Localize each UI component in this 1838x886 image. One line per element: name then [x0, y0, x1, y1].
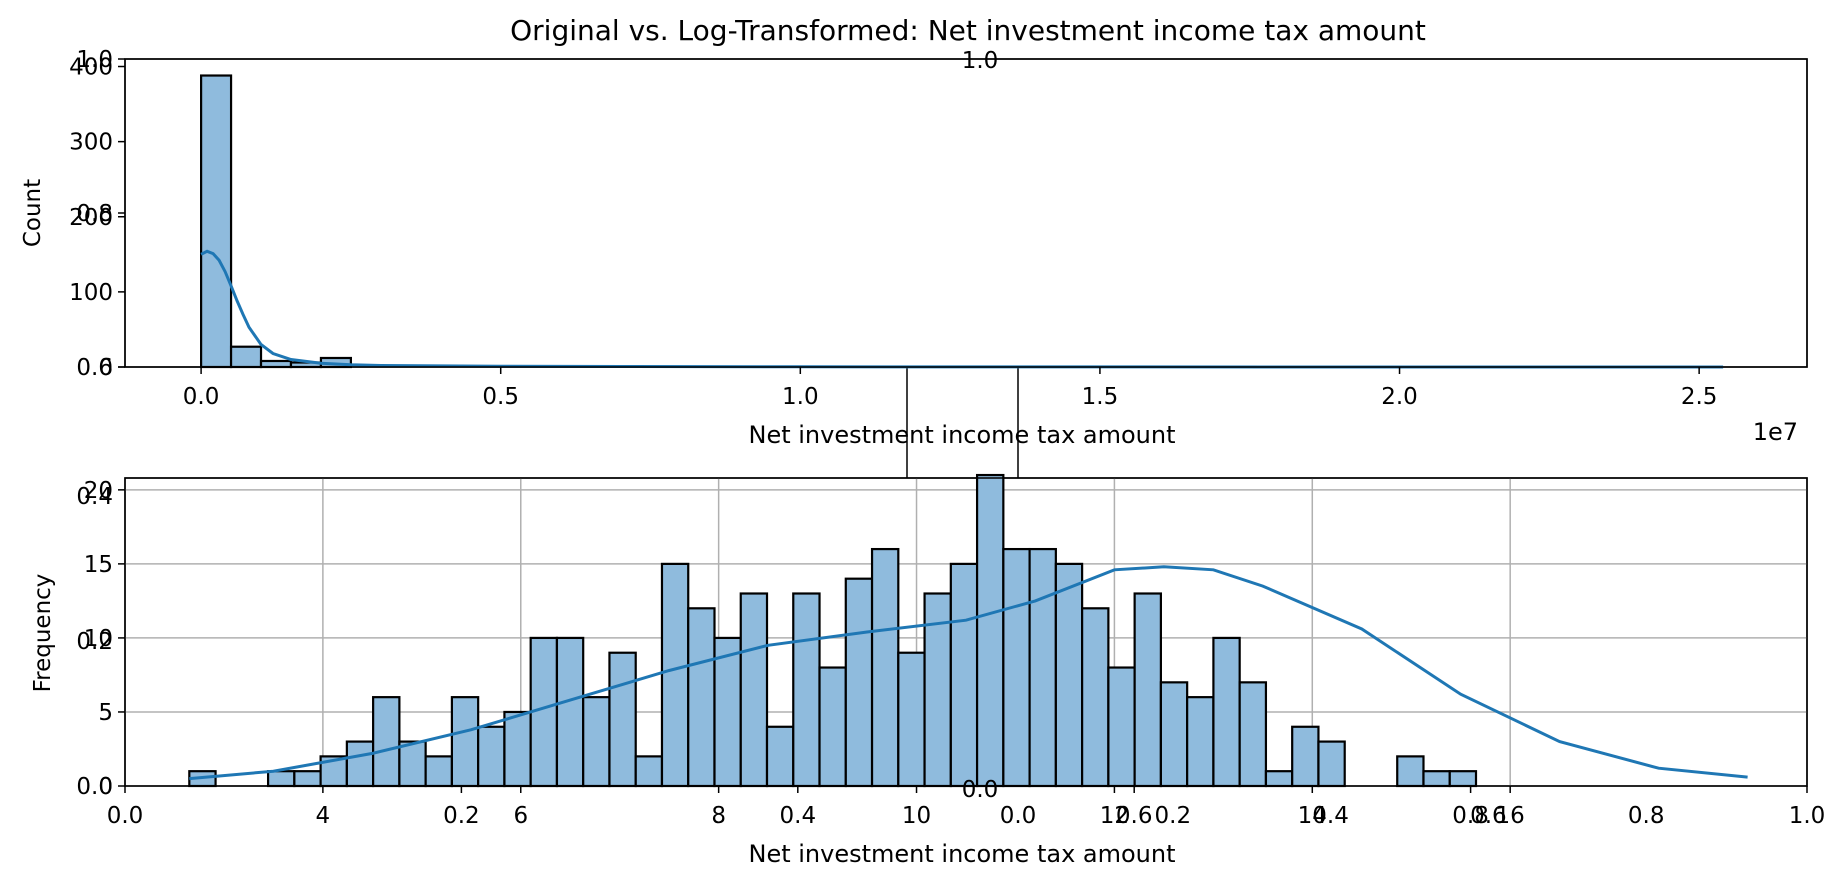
log-bar [1056, 564, 1082, 786]
overlay-top-y-tick-label: 0.6 [76, 355, 113, 381]
log-bar [1213, 638, 1239, 786]
log-bar [1266, 771, 1292, 786]
log-bar [294, 771, 320, 786]
original-x-tick-label: 0.5 [482, 384, 519, 410]
log-y-tick-label: 15 [84, 552, 113, 578]
original-x-offset-label: 1e7 [1753, 418, 1798, 446]
log-x-label: Net investment income tax amount [749, 840, 1176, 868]
original-x-tick-label: 1.5 [1082, 384, 1119, 410]
log-bar [426, 756, 452, 786]
log-bar [977, 475, 1003, 786]
log-transformed-histogram: 0 5 10 15 20 4 6 8 10 12 14 16 Frequency Net inves… [30, 475, 1807, 868]
overlay-top-x-tick-label: 1.0 [962, 48, 999, 74]
log-bar [1240, 682, 1266, 786]
log-bar [1423, 771, 1449, 786]
log-bar [1397, 756, 1423, 786]
log-bar [898, 653, 924, 786]
overlay-bottom-x-tick-label: 0.6 [1116, 803, 1153, 829]
overlay-bottom-y-tick-label: 0.4 [76, 484, 113, 510]
original-bar [231, 347, 261, 367]
log-bar [452, 697, 478, 786]
figure-title: Original vs. Log-Transformed: Net invest… [510, 14, 1426, 47]
original-x-tick-label: 2.5 [1681, 384, 1718, 410]
overlay-bottom-y-tick-label: 0.2 [76, 629, 113, 655]
log-bar [268, 771, 294, 786]
log-bar [1082, 608, 1108, 786]
log-bar [478, 727, 504, 786]
log-bar [609, 653, 635, 786]
original-kde-line [201, 251, 1723, 367]
log-bar [793, 594, 819, 787]
log-bar [1108, 668, 1134, 786]
original-y-tick-label: 100 [69, 280, 113, 306]
log-bar [1450, 771, 1476, 786]
overlay-bottom-x-tick-label: 0.2 [443, 803, 480, 829]
log-y-label: Frequency [30, 574, 56, 693]
log-x-tick-label: 6 [513, 803, 528, 829]
overlay-bottom-x-tick-label: 0.0 [107, 803, 144, 829]
log-bar [1135, 594, 1161, 787]
log-bar [662, 564, 688, 786]
log-bar [714, 638, 740, 786]
log-bar [347, 742, 373, 786]
original-x-tick-label: 1.0 [782, 384, 819, 410]
log-bar [767, 727, 793, 786]
log-bar [688, 608, 714, 786]
original-bar [201, 76, 231, 367]
original-x-tick-label: 2.0 [1381, 384, 1418, 410]
overlay-inner-x-tick-label: 0.4 [1312, 803, 1349, 829]
overlay-top-x-tick-label: 0.0 [962, 777, 999, 803]
original-y-tick-label: 300 [69, 130, 113, 156]
log-x-tick-label: 8 [711, 803, 726, 829]
log-bar [820, 668, 846, 786]
log-bar [399, 742, 425, 786]
overlay-inner-x-tick-label: 0.2 [1155, 803, 1192, 829]
log-bar [1187, 697, 1213, 786]
log-bar [583, 697, 609, 786]
original-bar [261, 361, 291, 367]
overlay-top-y-tick-label: 0.8 [76, 201, 113, 227]
log-bar [636, 756, 662, 786]
log-bar [1030, 549, 1056, 786]
original-x-tick-label: 0.0 [183, 384, 220, 410]
original-histogram: 0 100 200 300 400 0.0 0.5 1.0 1.5 2.0 2.5 Count N… [20, 55, 1807, 449]
original-x-label: Net investment income tax amount [749, 421, 1176, 449]
overlay-inner-x-tick-label: 0.8 [1628, 803, 1665, 829]
log-bar [1318, 742, 1344, 786]
overlay-bottom-x-tick-label: 1.0 [1789, 803, 1826, 829]
figure-canvas: Original vs. Log-Transformed: Net invest… [0, 0, 1838, 886]
original-axes-frame [125, 59, 1807, 367]
log-bar [557, 638, 583, 786]
log-x-tick-label: 4 [316, 803, 331, 829]
overlay-bottom-y-tick-label: 0.0 [76, 774, 113, 800]
overlay-inner-x-tick-label: 0.6 [1470, 803, 1507, 829]
log-bar [1292, 727, 1318, 786]
overlay-inner-x-tick-label: 0.0 [1000, 803, 1037, 829]
log-x-tick-label: 10 [902, 803, 931, 829]
overlay-top-y-tick-label: 1.0 [76, 47, 113, 73]
log-bar [504, 712, 530, 786]
log-bar [951, 564, 977, 786]
log-bar [872, 549, 898, 786]
log-bar [1161, 682, 1187, 786]
overlay-top-frame [125, 59, 1807, 367]
original-y-label: Count [20, 179, 46, 247]
log-bar [846, 579, 872, 786]
log-bar [373, 697, 399, 786]
log-bar [1003, 549, 1029, 786]
log-bar [741, 594, 767, 787]
overlay-bottom-x-tick-label: 0.4 [780, 803, 817, 829]
log-y-tick-label: 5 [98, 700, 113, 726]
